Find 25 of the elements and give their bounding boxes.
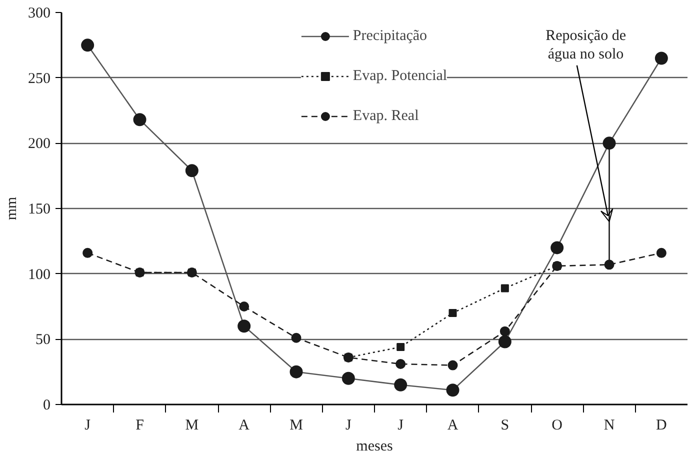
annotation: Reposição de água no solo [546, 28, 626, 62]
y-axis-title: mm [4, 196, 20, 220]
x-tick-label: J [346, 418, 352, 434]
x-tick-label: F [136, 418, 144, 434]
legend-label: Evap. Potencial [352, 68, 448, 84]
x-tick-label: N [604, 418, 615, 434]
x-tick-label: O [552, 418, 563, 434]
y-tick-label: 250 [28, 70, 50, 87]
y-tick-label: 100 [28, 266, 50, 283]
x-tick-label: M [290, 418, 303, 434]
x-tick-label: J [398, 418, 404, 434]
y-tick-label: 50 [36, 332, 50, 348]
x-tick-label: A [447, 418, 458, 434]
x-tick-label: A [238, 418, 250, 434]
x-tick-label: S [500, 418, 510, 434]
legend-label: Precipitação [352, 28, 428, 44]
x-tick-label: D [656, 418, 667, 434]
x-tick-label: M [185, 418, 199, 434]
y-tick-label: 300 [28, 6, 50, 22]
legend-label: Evap. Real [352, 108, 419, 124]
y-tick-label: 0 [43, 398, 50, 414]
x-axis-title: meses [356, 438, 393, 454]
y-tick-label: 200 [28, 136, 50, 152]
x-tick-label: J [84, 418, 91, 434]
y-tick-label: 150 [28, 202, 50, 218]
